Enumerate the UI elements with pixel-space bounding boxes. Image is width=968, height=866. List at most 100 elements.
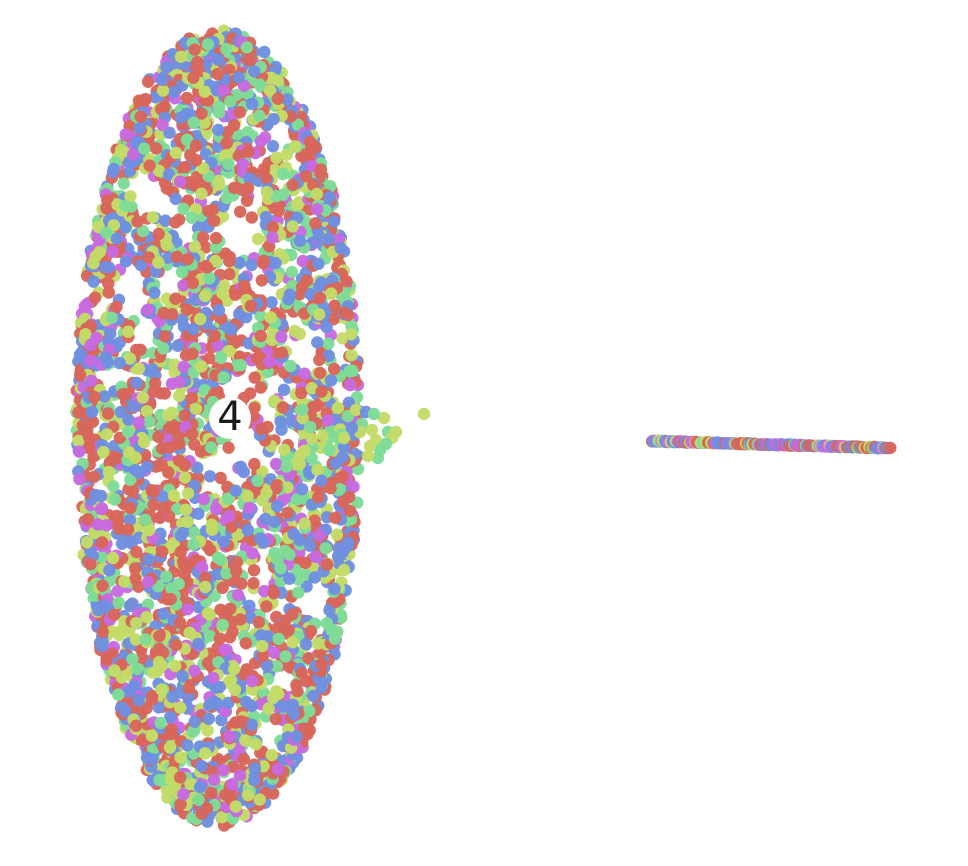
scatter-point xyxy=(95,536,109,549)
scatter-point xyxy=(313,366,327,380)
scatter-point xyxy=(269,457,283,471)
scatter-point xyxy=(199,571,212,584)
scatter-point xyxy=(181,487,195,500)
scatter-point xyxy=(153,642,166,655)
scatter-point xyxy=(113,356,126,370)
scatter-point xyxy=(296,403,309,416)
cluster-label: 4 xyxy=(209,394,251,440)
scatter-point xyxy=(156,73,169,86)
scatter-point xyxy=(328,582,341,596)
scatter-point xyxy=(299,170,313,183)
scatter-point xyxy=(239,284,252,297)
scatter-point xyxy=(236,158,250,171)
scatter-point xyxy=(335,611,348,624)
scatter-point xyxy=(156,84,170,97)
scatter-point xyxy=(202,204,215,218)
scatter-point xyxy=(133,122,146,135)
scatter-point xyxy=(112,688,125,701)
scatter-point xyxy=(224,673,238,686)
scatter-point xyxy=(884,441,897,455)
scatter-point xyxy=(302,651,315,665)
scatter-point xyxy=(139,93,152,106)
scatter-point xyxy=(84,557,97,571)
scatter-point xyxy=(107,480,120,493)
scatter-point xyxy=(202,712,215,725)
scatter-point xyxy=(105,625,119,638)
scatter-point xyxy=(266,231,279,244)
scatter-point xyxy=(417,407,431,421)
scatter-point xyxy=(311,463,324,477)
scatter-point xyxy=(179,161,192,174)
scatter-point xyxy=(284,110,297,123)
scatter-point xyxy=(276,167,290,181)
scatter-point xyxy=(155,545,169,558)
scatter-point xyxy=(192,637,205,651)
scatter-point xyxy=(295,483,309,496)
scatter-point xyxy=(216,618,229,632)
scatter-point xyxy=(211,339,224,352)
scatter-point xyxy=(243,53,256,67)
scatter-point xyxy=(112,522,126,535)
scatter-point xyxy=(176,670,189,683)
scatter-point xyxy=(217,84,230,97)
scatter-point xyxy=(248,65,261,78)
scatter-point xyxy=(324,482,337,495)
scatter-point xyxy=(124,473,137,486)
scatter-point xyxy=(88,390,101,404)
scatter-point xyxy=(222,510,236,523)
scatter-point xyxy=(345,348,358,362)
scatter-point xyxy=(152,256,165,269)
cluster-label-badge xyxy=(209,397,251,439)
scatter-point xyxy=(337,563,351,577)
scatter-point xyxy=(305,432,319,445)
scatter-point xyxy=(129,719,143,732)
scatter-point xyxy=(295,280,309,294)
scatter-point xyxy=(186,276,199,290)
scatter-point xyxy=(280,148,293,161)
scatter-point xyxy=(184,777,197,791)
scatter-point xyxy=(89,250,102,263)
scatter-point xyxy=(245,258,258,272)
scatter-point xyxy=(235,715,248,728)
scatter-point xyxy=(304,288,317,301)
scatter-point xyxy=(322,337,335,350)
scatter-point xyxy=(213,632,227,645)
scatter-point xyxy=(145,693,159,706)
scatter-point xyxy=(243,172,256,185)
scatter-point xyxy=(119,255,133,268)
scatter-point xyxy=(226,625,239,639)
scatter-point xyxy=(223,255,236,268)
scatter-point xyxy=(220,191,233,205)
scatter-point xyxy=(269,712,282,726)
scatter-point xyxy=(174,771,187,784)
scatter-point xyxy=(233,256,246,269)
scatter-point xyxy=(108,664,121,677)
scatter-point xyxy=(145,484,158,497)
scatter-point xyxy=(265,748,278,762)
scatter-point xyxy=(110,452,124,465)
scatter-point xyxy=(114,405,128,419)
scatter-point xyxy=(248,774,261,787)
scatter-point xyxy=(277,383,291,396)
scatter-point xyxy=(198,85,211,98)
scatter-point xyxy=(187,71,200,84)
scatter-point xyxy=(198,289,212,303)
scatter-point xyxy=(197,231,210,244)
scatter-point xyxy=(290,730,303,743)
scatter-point xyxy=(134,343,147,356)
scatter-point xyxy=(99,260,113,274)
scatter-point xyxy=(291,198,304,212)
scatter-point xyxy=(205,518,219,531)
scatter-point xyxy=(129,633,143,646)
scatter-point xyxy=(187,323,200,336)
scatter-point xyxy=(224,602,237,615)
scatter-point xyxy=(111,585,124,598)
scatter-point xyxy=(281,93,294,106)
scatter-point xyxy=(122,325,135,338)
scatter-point xyxy=(247,577,260,590)
scatter-point xyxy=(100,428,114,441)
scatter-point xyxy=(291,684,304,698)
scatter-point xyxy=(152,164,166,177)
scatter-point xyxy=(308,571,321,584)
scatter-point xyxy=(296,254,309,268)
